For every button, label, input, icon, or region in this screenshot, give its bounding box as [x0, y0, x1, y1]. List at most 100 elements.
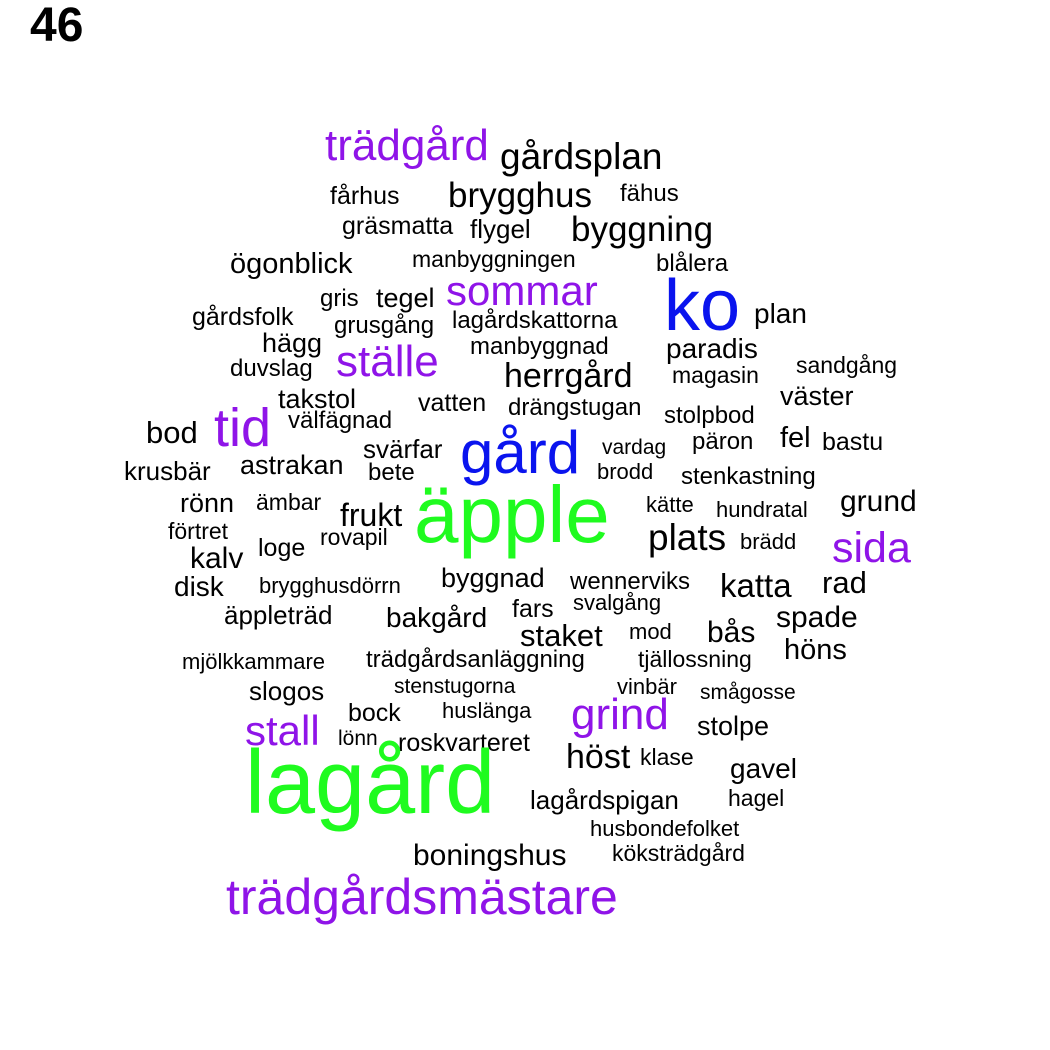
cloud-word: lagård — [245, 733, 496, 833]
cloud-word: blålera — [656, 250, 729, 277]
cloud-word: gårdsplan — [500, 136, 663, 177]
cloud-word: ämbar — [256, 489, 322, 515]
cloud-word: grind — [571, 690, 669, 739]
cloud-word: ställe — [336, 337, 439, 386]
cloud-word: manbyggnad — [470, 333, 609, 360]
cloud-word: rovapil — [320, 524, 388, 550]
cloud-word: äppleträd — [224, 600, 333, 630]
cloud-word: välfägnad — [288, 407, 393, 434]
cloud-word: byggning — [571, 210, 714, 249]
cloud-word: höst — [566, 738, 631, 776]
cloud-word: loge — [258, 534, 306, 562]
cloud-word: gris — [320, 285, 359, 312]
cloud-word: bastu — [822, 428, 884, 456]
cloud-word: kalv — [190, 542, 244, 575]
cloud-word: bås — [707, 616, 756, 649]
cloud-word: stolpe — [697, 711, 770, 741]
cloud-word: husbondefolket — [590, 816, 740, 841]
cloud-word: katta — [720, 567, 792, 604]
cloud-word: svärfar — [363, 434, 443, 464]
cloud-word: vinbär — [617, 674, 677, 699]
cloud-word: wennerviks — [570, 568, 691, 595]
cloud-word: ögonblick — [230, 248, 353, 280]
cloud-word: stenstugorna — [394, 675, 516, 698]
cloud-word: fårhus — [330, 182, 400, 210]
cloud-word: brädd — [740, 529, 797, 554]
cloud-word: klase — [640, 744, 694, 770]
cloud-word: sida — [832, 524, 911, 572]
cloud-word: sommar — [446, 267, 598, 314]
cloud-word: svalgång — [573, 590, 662, 615]
cloud-word: grusgång — [334, 312, 435, 339]
cloud-word: vatten — [418, 389, 487, 417]
cloud-word: lagårdskattorna — [452, 307, 618, 334]
cloud-word: hägg — [262, 328, 323, 358]
cloud-word: fähus — [620, 180, 679, 207]
cloud-word: ko — [664, 266, 741, 346]
cloud-word: grund — [840, 485, 917, 518]
cloud-word: drängstugan — [508, 394, 642, 421]
cloud-word: rönn — [180, 488, 235, 518]
cloud-word: päron — [692, 428, 754, 455]
cloud-word: tjällossning — [638, 646, 752, 672]
cloud-word: rad — [822, 565, 867, 600]
cloud-word: plan — [754, 298, 807, 329]
cloud-word: byggnad — [441, 563, 545, 593]
cloud-word: fars — [512, 595, 554, 623]
cloud-word: brodd — [597, 459, 654, 484]
cloud-word: brygghusdörrn — [259, 573, 401, 598]
cloud-word: bakgård — [386, 602, 488, 633]
cloud-word: mod — [629, 619, 672, 644]
cloud-word: huslänga — [442, 698, 532, 723]
cloud-word: gårdsfolk — [192, 303, 294, 331]
cloud-word: gräsmatta — [342, 212, 454, 240]
cloud-word: äpple — [414, 470, 610, 559]
cloud-word: trädgård — [325, 121, 489, 170]
cloud-word: bod — [146, 415, 198, 450]
cloud-word: brygghus — [448, 176, 592, 215]
cloud-word: stall — [245, 707, 320, 754]
cloud-word: roskvarteret — [398, 729, 530, 757]
cloud-word: lönn — [338, 727, 378, 750]
cloud-word: slogos — [249, 676, 325, 706]
cloud-word: sandgång — [796, 352, 898, 378]
cloud-word: hagel — [728, 785, 785, 811]
cloud-word: manbyggningen — [412, 246, 576, 272]
cloud-word: herrgård — [504, 357, 633, 395]
cloud-word: väster — [780, 381, 854, 411]
cloud-word: paradis — [666, 333, 758, 364]
cloud-word: tid — [214, 398, 272, 458]
cloud-word: lagårdspigan — [530, 785, 679, 815]
cloud-word: köksträdgård — [612, 840, 745, 866]
cloud-word: duvslag — [230, 355, 313, 382]
cloud-word: tegel — [376, 283, 435, 313]
cloud-word: takstol — [278, 384, 357, 414]
cloud-word: disk — [174, 571, 224, 602]
cloud-word: krusbär — [124, 456, 211, 486]
cloud-word: spade — [776, 601, 858, 634]
cloud-word: bock — [348, 699, 401, 727]
cloud-word: magasin — [672, 362, 759, 388]
cloud-word: kätte — [646, 492, 694, 517]
cloud-word: stolpbod — [664, 402, 755, 429]
cloud-word: trädgårdsmästare — [226, 869, 618, 925]
cloud-word: höns — [784, 634, 847, 666]
cloud-word: plats — [648, 517, 727, 558]
cloud-word: boningshus — [413, 839, 567, 872]
page-number: 46 — [30, 0, 84, 52]
cloud-word: astrakan — [240, 450, 344, 480]
cloud-word: gavel — [730, 753, 797, 784]
cloud-word: förtret — [168, 518, 229, 544]
cloud-word: hundratal — [716, 497, 808, 522]
cloud-word: staket — [520, 618, 603, 653]
cloud-word: gård — [460, 419, 581, 486]
cloud-word: mjölkkammare — [182, 649, 326, 674]
cloud-word: bete — [368, 459, 415, 486]
cloud-word: stenkastning — [681, 463, 816, 490]
cloud-word: smågosse — [700, 681, 796, 704]
cloud-word: fel — [780, 422, 811, 454]
cloud-word: flygel — [470, 214, 531, 244]
cloud-word: vardag — [602, 436, 667, 459]
cloud-word: frukt — [340, 497, 403, 533]
